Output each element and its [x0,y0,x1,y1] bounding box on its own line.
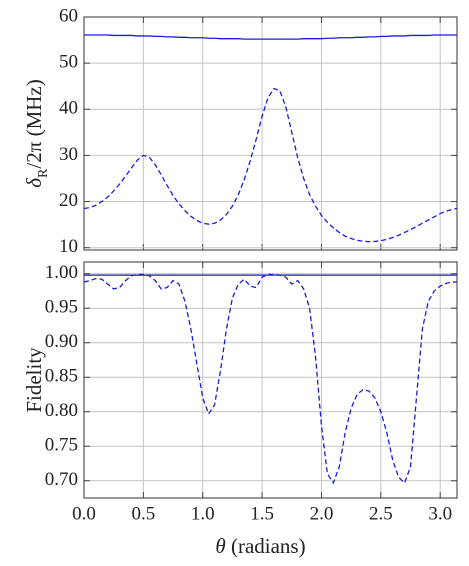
data-line [83,87,457,243]
y-axis-label: δR/2π (MHz) [22,79,51,187]
x-tick-label: 2.0 [310,503,334,524]
x-tick-label: 1.5 [250,503,274,524]
y-tick-label: 40 [59,98,78,119]
x-axis-label-part: (radians) [226,534,306,558]
x-tick-label: 1.0 [191,503,215,524]
x-tick-label: 0.0 [72,503,96,524]
x-axis-label-part: θ [215,534,225,558]
x-axis-label: θ (radians) [215,534,305,558]
y-tick-label: 60 [59,5,78,26]
y-axis-label-part: /2π (MHz) [22,79,46,168]
y-tick-label: 0.90 [45,331,78,352]
y-tick-label: 20 [59,190,78,211]
x-tick-label: 0.5 [131,503,155,524]
y-tick-label: 0.85 [45,366,78,387]
x-tick-label: 2.5 [369,503,393,524]
plot-frame [83,16,458,251]
y-axis-label-part: R [36,168,51,178]
y-tick-label: 0.80 [45,400,78,421]
y-tick-label: 10 [59,236,78,257]
data-line [83,273,457,485]
y-tick-label: 50 [59,51,78,72]
y-tick-label: 30 [59,144,78,165]
y-axis-label-part: Fidelity [22,347,46,413]
y-axis-label-part: δ [22,177,46,188]
y-axis-label: Fidelity [22,347,46,413]
x-tick-label: 3.0 [428,503,452,524]
y-tick-label: 0.75 [45,435,78,456]
y-tick-label: 0.95 [45,297,78,318]
plot-frame [83,261,458,499]
y-tick-label: 1.00 [45,262,78,283]
data-line [84,34,457,40]
y-tick-label: 0.70 [45,469,78,490]
